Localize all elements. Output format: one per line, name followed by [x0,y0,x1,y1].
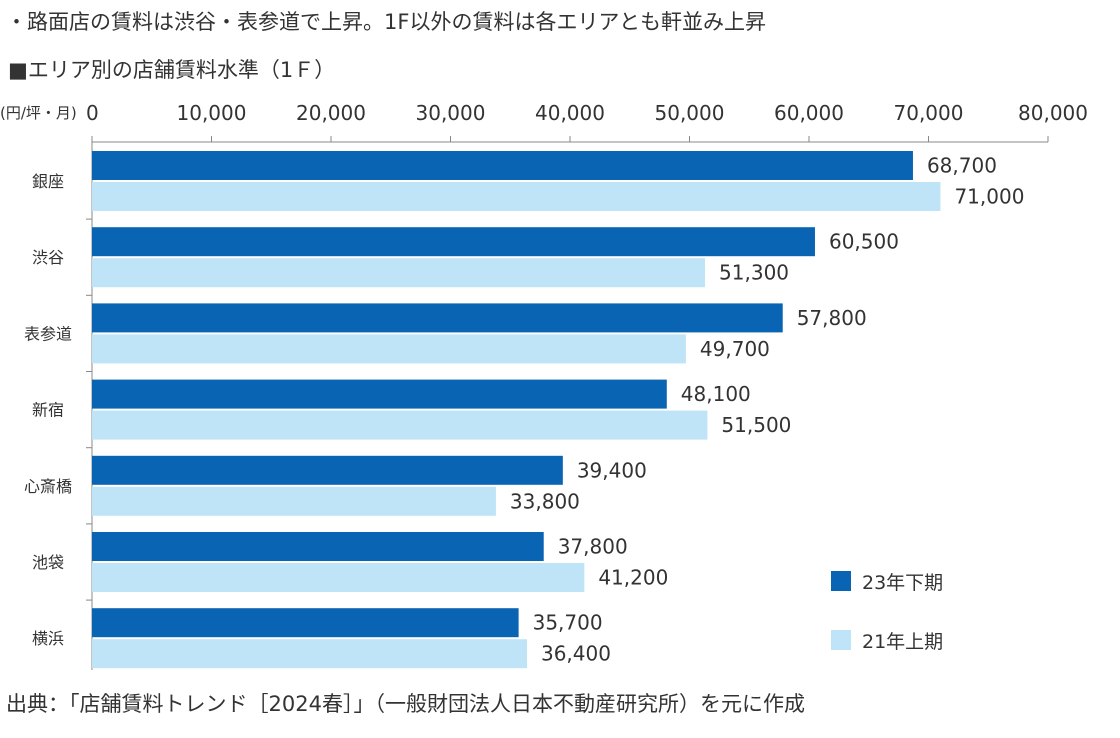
bar [92,334,686,364]
bar [92,532,544,561]
legend-swatch [831,571,851,591]
x-tick-label: 0 [86,101,99,125]
bar [92,410,708,440]
bar [92,563,585,592]
legend-swatch [831,630,851,650]
bar [92,455,563,485]
bar-value-label: 71,000 [954,185,1024,209]
category-label: 新宿 [32,401,64,420]
source-note: 出典：「店舗賃料トレンド［2024春］」（一般財団法人日本不動産研究所）を元に作… [6,692,805,716]
bar-value-label: 37,800 [558,535,628,559]
x-tick-label: 10,000 [177,101,247,125]
chart-title: ■エリア別の店舗賃料水準（1Ｆ） [8,58,336,82]
bar-value-label: 33,800 [510,489,580,513]
category-label: 表参道 [24,324,72,343]
category-label: 池袋 [32,553,64,572]
bar-value-label: 36,400 [541,642,611,666]
bar-value-label: 57,800 [797,306,867,330]
bar-value-label: 49,700 [700,337,770,361]
bar-value-label: 48,100 [681,382,751,406]
bar [92,182,941,211]
headline: ・路面店の賃料は渋谷・表参道で上昇。1F以外の賃料は各エリアとも軒並み上昇 [6,10,767,34]
category-label: 渋谷 [32,248,64,267]
bar [92,639,527,669]
bar-value-label: 41,200 [598,566,668,590]
bar-value-label: 68,700 [927,154,997,178]
bar [92,258,706,288]
category-label: 横浜 [32,629,64,648]
bar [92,227,815,257]
bar [92,303,783,333]
x-tick-label: 40,000 [535,101,605,125]
bar-value-label: 51,500 [721,413,791,437]
x-tick-label: 60,000 [774,101,844,125]
unit-label: (円/坪・月) [0,104,77,122]
legend-label: 23年下期 [862,572,943,594]
bar-value-label: 60,500 [829,230,899,254]
bar [92,608,519,638]
category-label: 銀座 [32,172,64,191]
bar [92,486,496,516]
bar [92,379,667,409]
bar-value-label: 35,700 [533,611,603,635]
x-tick-label: 80,000 [1018,101,1088,125]
bar-value-label: 39,400 [577,458,647,482]
category-label: 心斎橋 [24,477,72,496]
x-tick-label: 30,000 [416,101,486,125]
bar-value-label: 51,300 [719,261,789,285]
x-tick-label: 70,000 [894,101,964,125]
x-tick-label: 50,000 [655,101,725,125]
legend-label: 21年上期 [862,631,943,653]
x-tick-label: 20,000 [296,101,366,125]
bar [92,151,913,180]
